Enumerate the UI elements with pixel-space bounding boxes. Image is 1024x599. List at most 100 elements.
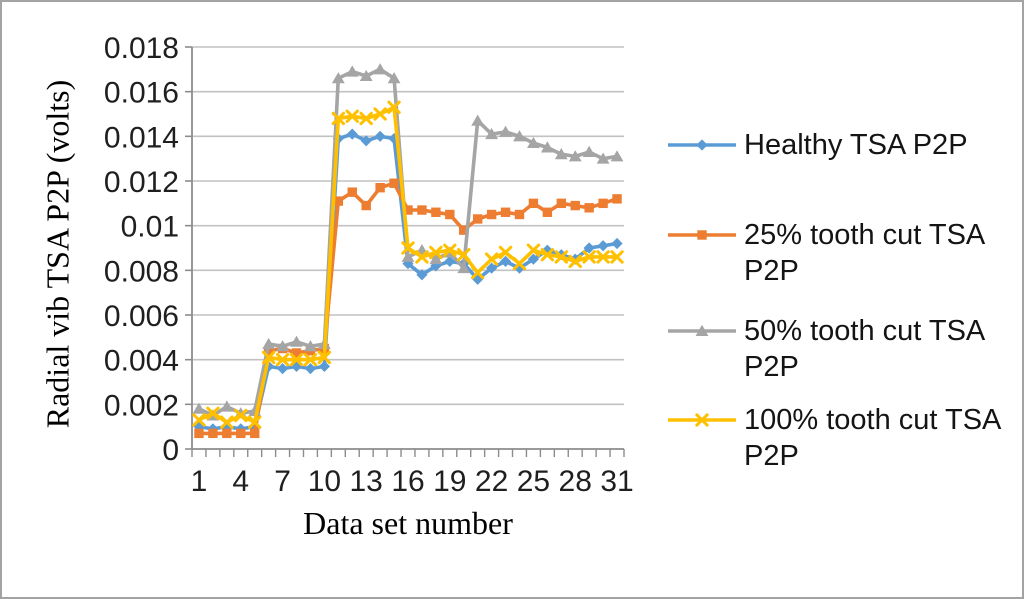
25-tooth-cut-tsa-p2p-square-marker-icon[interactable] [347, 187, 357, 197]
25-tooth-cut-tsa-p2p-square-marker-icon[interactable] [236, 428, 246, 439]
100-tooth-cut-tsa-p2p-x-marker-icon[interactable] [275, 352, 290, 367]
100-tooth-cut-tsa-p2p-x-marker-icon[interactable] [484, 252, 499, 266]
100-tooth-cut-tsa-p2p-x-marker-icon[interactable] [387, 100, 401, 114]
100-tooth-cut-tsa-p2p-x-marker-icon[interactable] [540, 248, 555, 262]
100-tooth-cut-tsa-p2p-x-marker-icon[interactable] [610, 250, 624, 264]
25-tooth-cut-tsa-p2p-square-marker-icon[interactable] [556, 198, 566, 209]
25-tooth-cut-tsa-p2p-square-marker-icon[interactable] [333, 196, 344, 206]
25-tooth-cut-tsa-p2p-square-marker-icon[interactable] [222, 428, 232, 439]
100-tooth-cut-tsa-p2p-x-marker-icon[interactable] [470, 265, 485, 280]
50-tooth-cut-tsa-p2p-triangle-marker-icon[interactable] [471, 114, 485, 126]
legend-100-tooth-cut-tsa-p2p-x-marker-icon[interactable] [695, 413, 709, 427]
100-tooth-cut-tsa-p2p-x-marker-icon[interactable] [359, 111, 373, 126]
50-tooth-cut-tsa-p2p-triangle-marker-icon[interactable] [596, 152, 610, 164]
healthy-tsa-p2p-diamond-marker-icon[interactable] [346, 128, 358, 140]
25-tooth-cut-tsa-p2p-square-marker-icon[interactable] [598, 198, 608, 209]
25-tooth-cut-tsa-p2p-square-marker-icon[interactable] [445, 209, 455, 220]
25-tooth-cut-tsa-p2p-square-marker-icon[interactable] [291, 348, 302, 358]
100-tooth-cut-tsa-p2p-x-marker-icon[interactable] [498, 245, 513, 260]
100-tooth-cut-tsa-p2p-x-marker-icon[interactable] [234, 408, 248, 423]
50-tooth-cut-tsa-p2p-triangle-marker-icon[interactable] [359, 69, 373, 82]
legend-item-healthy-tsa-p2p[interactable]: Healthy TSA P2P [665, 127, 1016, 163]
100-tooth-cut-tsa-p2p-x-marker-icon[interactable] [303, 352, 318, 367]
100-tooth-cut-tsa-p2p-x-marker-icon[interactable] [526, 243, 541, 257]
25-tooth-cut-tsa-p2p-square-marker-icon[interactable] [514, 209, 525, 220]
healthy-tsa-p2p-diamond-marker-icon[interactable] [290, 360, 303, 372]
legend-item-100-tooth-cut-tsa-p2p[interactable]: 100% tooth cut TSA P2P [665, 402, 1016, 474]
100-tooth-cut-tsa-p2p-x-marker-icon[interactable] [443, 243, 457, 257]
legend-25-tooth-cut-tsa-p2p-square-marker-icon[interactable] [697, 230, 707, 240]
healthy-tsa-p2p-diamond-marker-icon[interactable] [304, 363, 317, 375]
healthy-tsa-p2p-diamond-marker-icon[interactable] [486, 262, 498, 274]
legend-item-50-tooth-cut-tsa-p2p[interactable]: 50% tooth cut TSA P2P [665, 313, 1016, 385]
100-tooth-cut-tsa-p2p-x-marker-icon[interactable] [429, 245, 443, 260]
25-tooth-cut-tsa-p2p-square-marker-icon[interactable] [486, 209, 497, 220]
50-tooth-cut-tsa-p2p-triangle-marker-icon[interactable] [373, 63, 387, 75]
50-tooth-cut-tsa-p2p-triangle-marker-icon[interactable] [262, 337, 276, 350]
25-tooth-cut-tsa-p2p-square-marker-icon[interactable] [417, 205, 427, 215]
healthy-tsa-p2p-diamond-marker-icon[interactable] [276, 363, 289, 375]
50-tooth-cut-tsa-p2p-triangle-marker-icon[interactable] [220, 400, 234, 412]
50-tooth-cut-tsa-p2p-triangle-marker-icon[interactable] [387, 72, 401, 84]
50-tooth-cut-tsa-p2p-triangle-marker-icon[interactable] [290, 335, 303, 347]
25-tooth-cut-tsa-p2p-square-marker-icon[interactable] [459, 225, 469, 235]
healthy-tsa-p2p-diamond-marker-icon[interactable] [527, 253, 540, 265]
50-tooth-cut-tsa-p2p-triangle-marker-icon[interactable] [582, 145, 596, 157]
100-tooth-cut-tsa-p2p-x-marker-icon[interactable] [261, 350, 276, 365]
healthy-tsa-p2p-diamond-marker-icon[interactable] [611, 237, 623, 250]
25-tooth-cut-tsa-p2p-square-marker-icon[interactable] [194, 428, 204, 439]
healthy-tsa-p2p-diamond-marker-icon[interactable] [583, 242, 595, 254]
100-tooth-cut-tsa-p2p-x-marker-icon[interactable] [596, 250, 610, 264]
25-tooth-cut-tsa-p2p-square-marker-icon[interactable] [361, 200, 371, 211]
50-tooth-cut-tsa-p2p-triangle-marker-icon[interactable] [554, 148, 568, 160]
25-tooth-cut-tsa-p2p-square-marker-icon[interactable] [612, 194, 622, 204]
25-tooth-cut-tsa-p2p-square-marker-icon[interactable] [584, 203, 594, 213]
legend-item-25-tooth-cut-tsa-p2p[interactable]: 25% tooth cut TSA P2P [665, 217, 1016, 289]
50-tooth-cut-tsa-p2p-triangle-marker-icon[interactable] [610, 150, 624, 162]
50-tooth-cut-tsa-p2p-triangle-marker-icon[interactable] [331, 72, 345, 84]
healthy-tsa-p2p-diamond-marker-icon[interactable] [499, 255, 512, 267]
healthy-tsa-p2p-diamond-marker-icon[interactable] [318, 360, 330, 372]
healthy-tsa-p2p-diamond-marker-icon[interactable] [360, 135, 372, 147]
legend-50-tooth-cut-tsa-p2p-triangle-marker-icon[interactable] [695, 324, 709, 336]
100-tooth-cut-tsa-p2p-x-marker-icon[interactable] [457, 248, 471, 262]
25-tooth-cut-tsa-p2p-square-marker-icon[interactable] [500, 207, 511, 217]
50-tooth-cut-tsa-p2p-triangle-marker-icon[interactable] [513, 130, 526, 142]
100-tooth-cut-tsa-p2p-x-marker-icon[interactable] [206, 406, 220, 420]
healthy-tsa-p2p-diamond-marker-icon[interactable] [374, 130, 386, 142]
50-tooth-cut-tsa-p2p-triangle-marker-icon[interactable] [485, 127, 499, 140]
50-tooth-cut-tsa-p2p-triangle-marker-icon[interactable] [401, 250, 415, 262]
25-tooth-cut-tsa-p2p-square-marker-icon[interactable] [431, 207, 441, 217]
100-tooth-cut-tsa-p2p-x-marker-icon[interactable] [248, 415, 262, 429]
25-tooth-cut-tsa-p2p-square-marker-icon[interactable] [570, 200, 580, 211]
50-tooth-cut-tsa-p2p-triangle-marker-icon[interactable] [276, 340, 289, 352]
50-tooth-cut-tsa-p2p-triangle-marker-icon[interactable] [568, 150, 582, 162]
25-tooth-cut-tsa-p2p-square-marker-icon[interactable] [403, 205, 413, 215]
25-tooth-cut-tsa-p2p-square-marker-icon[interactable] [250, 428, 260, 439]
100-tooth-cut-tsa-p2p-x-marker-icon[interactable] [568, 254, 582, 269]
100-tooth-cut-tsa-p2p-x-marker-icon[interactable] [373, 107, 387, 121]
100-tooth-cut-tsa-p2p-x-marker-icon[interactable] [554, 250, 568, 264]
100-tooth-cut-tsa-p2p-x-marker-icon[interactable] [289, 352, 304, 367]
100-tooth-cut-tsa-p2p-x-marker-icon[interactable] [582, 250, 596, 264]
100-tooth-cut-tsa-p2p-x-marker-icon[interactable] [317, 350, 332, 365]
legend-healthy-tsa-p2p-diamond-marker-icon[interactable] [696, 139, 708, 151]
25-tooth-cut-tsa-p2p-square-marker-icon[interactable] [375, 183, 385, 193]
healthy-tsa-p2p-diamond-marker-icon[interactable] [569, 253, 581, 265]
50-tooth-cut-tsa-p2p-triangle-marker-icon[interactable] [345, 65, 359, 77]
100-tooth-cut-tsa-p2p-x-marker-icon[interactable] [345, 109, 359, 123]
100-tooth-cut-tsa-p2p-x-marker-icon[interactable] [401, 241, 415, 255]
healthy-tsa-p2p-diamond-marker-icon[interactable] [555, 249, 567, 261]
25-tooth-cut-tsa-p2p-square-marker-icon[interactable] [389, 178, 399, 188]
healthy-tsa-p2p-diamond-marker-icon[interactable] [597, 240, 609, 252]
25-tooth-cut-tsa-p2p-square-marker-icon[interactable] [542, 207, 553, 217]
25-tooth-cut-tsa-p2p-square-marker-icon[interactable] [472, 214, 483, 224]
25-tooth-cut-tsa-p2p-square-marker-icon[interactable] [208, 428, 218, 439]
50-tooth-cut-tsa-p2p-triangle-marker-icon[interactable] [429, 252, 443, 265]
50-tooth-cut-tsa-p2p-triangle-marker-icon[interactable] [192, 402, 206, 414]
100-tooth-cut-tsa-p2p-x-marker-icon[interactable] [512, 256, 527, 271]
50-tooth-cut-tsa-p2p-triangle-marker-icon[interactable] [304, 340, 317, 352]
50-tooth-cut-tsa-p2p-triangle-marker-icon[interactable] [499, 125, 512, 137]
100-tooth-cut-tsa-p2p-x-marker-icon[interactable] [220, 415, 234, 429]
100-tooth-cut-tsa-p2p-x-marker-icon[interactable] [415, 250, 429, 264]
